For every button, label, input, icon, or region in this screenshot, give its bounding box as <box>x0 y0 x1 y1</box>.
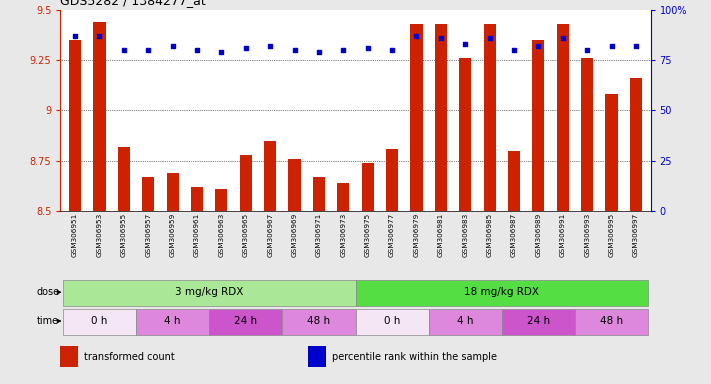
Bar <box>191 187 203 211</box>
Bar <box>429 309 502 334</box>
Point <box>94 33 105 39</box>
Bar <box>118 147 130 211</box>
Point <box>484 35 496 41</box>
Text: time: time <box>37 316 59 326</box>
Point <box>338 47 349 53</box>
Bar <box>502 309 575 334</box>
Bar <box>356 280 648 306</box>
Text: 0 h: 0 h <box>384 316 400 326</box>
Bar <box>434 24 447 211</box>
Point <box>459 41 471 47</box>
Text: 3 mg/kg RDX: 3 mg/kg RDX <box>175 287 243 297</box>
Bar <box>264 141 277 211</box>
Text: GDS5282 / 1384277_at: GDS5282 / 1384277_at <box>60 0 205 7</box>
Point <box>630 43 641 49</box>
Bar <box>93 22 105 211</box>
Point <box>557 35 569 41</box>
Text: 18 mg/kg RDX: 18 mg/kg RDX <box>464 287 540 297</box>
Point <box>142 47 154 53</box>
Bar <box>508 151 520 211</box>
Text: 24 h: 24 h <box>234 316 257 326</box>
Point <box>508 47 520 53</box>
Point <box>264 43 276 49</box>
Bar <box>557 24 569 211</box>
Bar <box>313 177 325 211</box>
Point <box>70 33 81 39</box>
Text: 24 h: 24 h <box>527 316 550 326</box>
Point <box>240 45 252 51</box>
Point <box>411 33 422 39</box>
Text: transformed count: transformed count <box>84 352 175 362</box>
Bar <box>362 163 374 211</box>
Bar <box>337 183 349 211</box>
Bar <box>356 309 429 334</box>
Text: 4 h: 4 h <box>457 316 474 326</box>
Bar <box>606 94 618 211</box>
Text: 4 h: 4 h <box>164 316 181 326</box>
Bar <box>69 40 81 211</box>
Text: percentile rank within the sample: percentile rank within the sample <box>332 352 497 362</box>
Bar <box>533 40 545 211</box>
Text: 48 h: 48 h <box>307 316 331 326</box>
Point <box>606 43 617 49</box>
Point <box>533 43 544 49</box>
Bar <box>282 309 356 334</box>
Bar <box>63 309 136 334</box>
Bar <box>240 155 252 211</box>
Point <box>191 47 203 53</box>
Point <box>167 43 178 49</box>
Bar <box>581 58 593 211</box>
Point <box>215 49 227 55</box>
Point <box>118 47 129 53</box>
Bar <box>209 309 282 334</box>
Bar <box>575 309 648 334</box>
Bar <box>483 24 496 211</box>
Bar <box>386 149 398 211</box>
Bar <box>166 173 178 211</box>
Bar <box>309 346 326 367</box>
Bar <box>136 309 209 334</box>
Point <box>582 47 593 53</box>
Bar <box>142 177 154 211</box>
Bar <box>215 189 228 211</box>
Point <box>435 35 447 41</box>
Text: 48 h: 48 h <box>600 316 623 326</box>
Point <box>362 45 373 51</box>
Point <box>314 49 325 55</box>
Point <box>289 47 300 53</box>
Bar <box>630 78 642 211</box>
Bar <box>60 346 78 367</box>
Bar <box>459 58 471 211</box>
Text: 0 h: 0 h <box>91 316 107 326</box>
Text: dose: dose <box>36 287 59 297</box>
Point <box>386 47 397 53</box>
Bar <box>410 24 422 211</box>
Bar <box>63 280 356 306</box>
Bar <box>289 159 301 211</box>
